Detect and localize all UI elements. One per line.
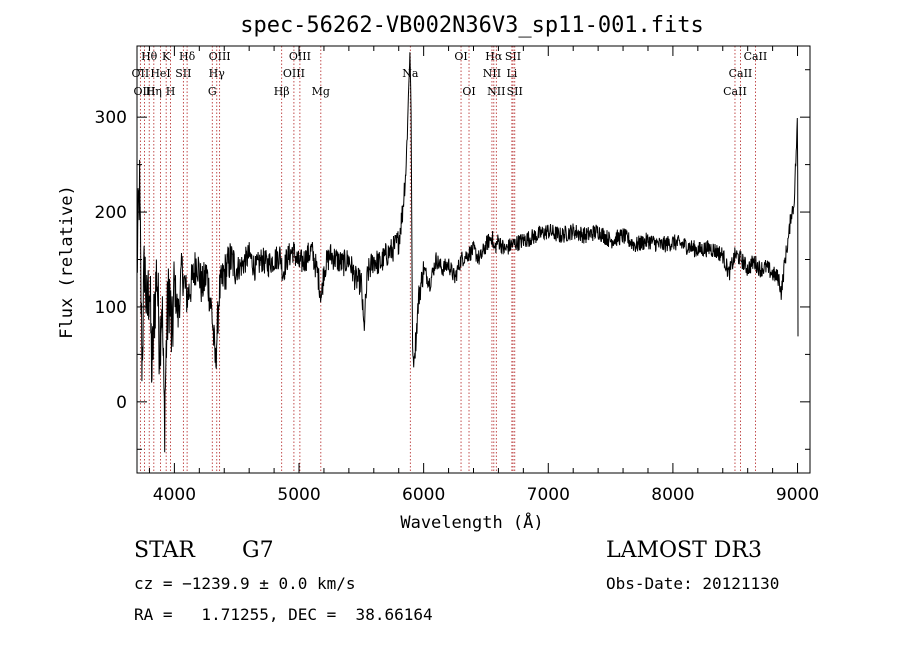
marker-label-3: OIII (209, 50, 231, 63)
marker-label-15: NII (483, 67, 501, 80)
marker-label-9: OII (132, 67, 150, 80)
marker-label-22: Hβ (274, 85, 290, 98)
marker-label-27: CaII (723, 85, 747, 98)
x-tick-label-1: 5000 (277, 485, 320, 505)
y-axis-ticks: 0 100 200 300 (95, 69, 810, 450)
marker-label-21: G (208, 85, 217, 98)
marker-label-4: OIII (289, 50, 311, 63)
chart-title: spec-56262-VB002N36V3_sp11-001.fits (240, 13, 704, 38)
x-axis-label: Wavelength (Å) (400, 511, 543, 533)
y-axis-label: Flux (relative) (57, 185, 77, 339)
x-tick-label-3: 7000 (527, 485, 570, 505)
marker-label-0: Hθ (141, 50, 158, 63)
y-tick-label-1: 100 (95, 298, 127, 318)
marker-label-25: NII (487, 85, 505, 98)
marker-label-11: SII (175, 67, 191, 80)
marker-label-16: Li (506, 67, 517, 80)
marker-label-10: HeI (150, 67, 170, 80)
coordinates-readout: RA = 1.71255, DEC = 38.66164 (134, 605, 433, 624)
marker-label-6: Hα (485, 50, 503, 63)
x-tick-label-5: 9000 (776, 485, 819, 505)
x-tick-label-2: 6000 (402, 485, 445, 505)
marker-label-2: Hδ (179, 50, 196, 63)
object-class: STAR (134, 538, 195, 563)
x-axis-ticks: 4000 5000 6000 7000 8000 9000 (148, 46, 819, 505)
survey-name: LAMOST DR3 (606, 538, 762, 563)
marker-label-26: SII (507, 85, 523, 98)
marker-label-13: OIII (283, 67, 305, 80)
redshift-readout: cz = −1239.9 ± 0.0 km/s (134, 574, 356, 593)
marker-label-7: SII (505, 50, 521, 63)
x-tick-label-0: 4000 (153, 485, 196, 505)
marker-label-8: CaII (744, 50, 768, 63)
object-subclass: G7 (242, 538, 274, 563)
marker-label-19: Hη (146, 85, 162, 98)
y-tick-label-3: 300 (95, 108, 127, 128)
marker-label-24: OI (462, 85, 475, 98)
marker-label-23: Mg (312, 85, 330, 98)
marker-label-5: OI (454, 50, 467, 63)
marker-label-20: H (166, 85, 176, 98)
spectrum-series-line (136, 52, 799, 453)
y-tick-label-2: 200 (95, 203, 127, 223)
x-tick-label-4: 8000 (651, 485, 694, 505)
marker-label-12: Hγ (209, 67, 226, 80)
observation-date: Obs-Date: 20121130 (606, 574, 780, 593)
marker-label-18: OIII (133, 85, 155, 98)
marker-label-1: K (162, 50, 171, 63)
marker-label-17: CaII (729, 67, 753, 80)
y-tick-label-0: 0 (116, 393, 127, 413)
